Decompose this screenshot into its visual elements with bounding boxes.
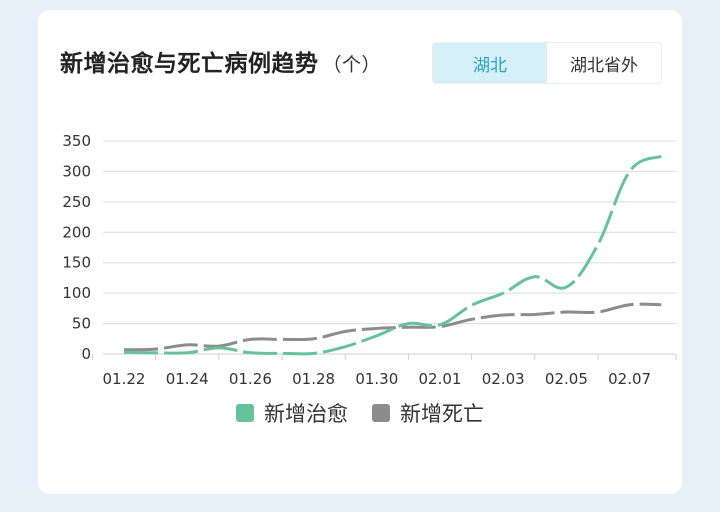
y-tick-label: 100 [62, 284, 91, 302]
x-tick-label: 01.26 [229, 370, 272, 388]
series-line-deaths [123, 302, 662, 352]
x-tick-label: 01.22 [103, 370, 146, 388]
trend-chart: 0 50 100 150 200 250 300 350 01.22 01.24 01.26 01.2… [62, 132, 677, 388]
y-tick-label: 300 [62, 162, 91, 180]
y-tick-label: 350 [62, 132, 91, 150]
y-tick-label: 200 [62, 223, 91, 241]
chart-legend: 新增治愈 新增死亡 [38, 398, 682, 428]
chart-title-unit: （个） [322, 54, 382, 76]
series-line-recovered [123, 154, 662, 356]
x-tick-label: 02.03 [482, 370, 525, 388]
y-tick-label: 150 [62, 254, 91, 272]
legend-swatch-recovered [236, 404, 254, 422]
y-tick-label: 0 [81, 345, 91, 363]
x-tick-label: 02.05 [545, 370, 588, 388]
toggle-hubei[interactable]: 湖北 [433, 43, 547, 83]
legend-label-recovered: 新增治愈 [264, 402, 348, 426]
chart-title-text: 新增治愈与死亡病例趋势 [60, 51, 319, 77]
toggle-outside-hubei[interactable]: 湖北省外 [570, 55, 638, 76]
x-tick-label: 01.28 [292, 370, 335, 388]
legend-item-recovered[interactable]: 新增治愈 [236, 398, 348, 428]
legend-label-deaths: 新增死亡 [400, 402, 484, 426]
y-tick-label: 250 [62, 193, 91, 211]
chart-title: 新增治愈与死亡病例趋势 （个） [60, 44, 381, 78]
x-tick-label: 02.01 [419, 370, 462, 388]
x-tick-label: 01.30 [355, 370, 398, 388]
x-tick-label: 02.07 [608, 370, 651, 388]
x-tick-label: 01.24 [166, 370, 209, 388]
y-tick-label: 50 [72, 315, 91, 333]
legend-swatch-deaths [372, 404, 390, 422]
legend-item-deaths[interactable]: 新增死亡 [372, 398, 484, 428]
chart-card: 新增治愈与死亡病例趋势 （个） 湖北 湖北省外 0 50 100 150 200 250 30… [38, 10, 682, 494]
region-toggle: 湖北 湖北省外 [432, 42, 662, 84]
